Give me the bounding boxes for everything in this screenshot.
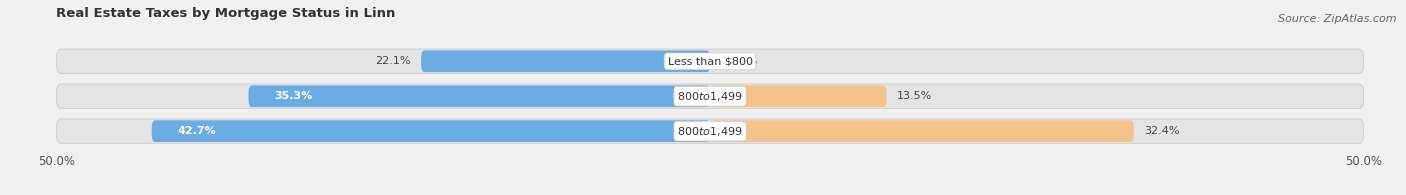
Text: Source: ZipAtlas.com: Source: ZipAtlas.com	[1278, 14, 1396, 24]
FancyBboxPatch shape	[249, 85, 710, 107]
Text: Real Estate Taxes by Mortgage Status in Linn: Real Estate Taxes by Mortgage Status in …	[56, 7, 395, 20]
Text: $800 to $1,499: $800 to $1,499	[678, 125, 742, 138]
Text: 22.1%: 22.1%	[375, 56, 411, 66]
FancyBboxPatch shape	[56, 84, 1364, 108]
Text: 35.3%: 35.3%	[274, 91, 314, 101]
Text: $800 to $1,499: $800 to $1,499	[678, 90, 742, 103]
FancyBboxPatch shape	[420, 51, 710, 72]
Text: 42.7%: 42.7%	[177, 126, 217, 136]
FancyBboxPatch shape	[56, 49, 1364, 74]
FancyBboxPatch shape	[710, 120, 1133, 142]
FancyBboxPatch shape	[152, 120, 710, 142]
FancyBboxPatch shape	[710, 85, 887, 107]
Text: Less than $800: Less than $800	[668, 56, 752, 66]
FancyBboxPatch shape	[56, 119, 1364, 143]
Text: 0.0%: 0.0%	[730, 56, 758, 66]
Text: 13.5%: 13.5%	[897, 91, 932, 101]
Text: 32.4%: 32.4%	[1144, 126, 1180, 136]
